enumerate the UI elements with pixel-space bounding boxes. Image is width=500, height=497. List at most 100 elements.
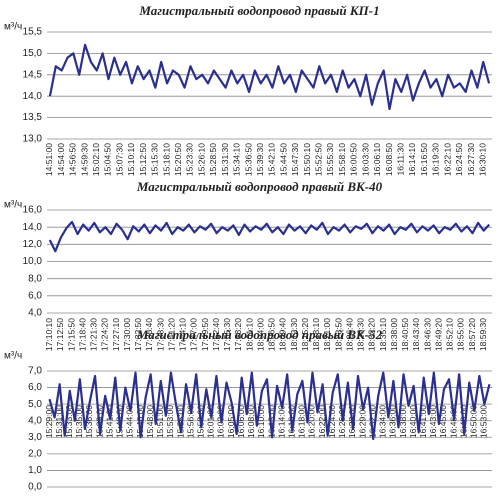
x-tick-label: 16:36:00 [388,405,398,438]
x-tick-label: 15:31:00 [54,405,64,438]
x-tick-label: 16:43:00 [428,405,438,438]
y-tick-label: 13,5 [23,112,43,123]
y-tick-label: 15,5 [23,27,43,38]
x-tick-label: 17:52:40 [211,318,221,351]
x-tick-label: 18:01:10 [244,318,254,351]
x-tick-label: 17:58:20 [233,318,243,351]
x-tick-label: 18:38:00 [389,318,399,351]
chart-title: Магистральный водопровод правый КП-1 [138,3,379,18]
x-tick-label: 15:52:50 [314,143,324,176]
x-tick-label: 18:57:20 [467,318,477,351]
chart-title: Магистральный водопровод правый ВК-40 [136,179,383,194]
x-tick-label: 16:03:30 [360,143,370,176]
x-tick-label: 15:42:10 [267,143,277,176]
x-tick-label: 18:40:50 [400,318,410,351]
x-tick-label: 18:32:20 [367,318,377,351]
x-tick-label: 15:36:00 [84,405,94,438]
data-line [48,220,491,253]
x-tick-label: 16:24:50 [454,143,464,176]
x-tick-label: 18:12:30 [289,318,299,351]
x-tick-label: 14:59:30 [79,143,89,176]
y-tick-label: 5,0 [28,399,42,410]
x-tick-label: 15:53:00 [165,405,175,438]
x-tick-label: 16:01:00 [206,405,216,438]
y-tick-label: 8,0 [28,273,42,284]
data-line [48,43,491,111]
x-tick-label: 16:20:00 [307,405,317,438]
x-tick-label: 17:21:30 [89,318,99,351]
y-tick-label: 1,0 [28,465,42,476]
x-tick-label: 18:23:50 [333,318,343,351]
y-tick-label: 6,0 [28,290,42,301]
x-tick-label: 15:34:10 [232,143,242,176]
x-tick-label: 16:06:10 [372,143,382,176]
x-tick-label: 15:12:50 [138,143,148,176]
x-tick-label: 17:27:10 [111,318,121,351]
x-tick-label: 16:06:00 [236,405,246,438]
x-tick-label: 15:04:50 [103,143,113,176]
x-tick-label: 17:49:50 [200,318,210,351]
y-tick-label: 4,0 [28,415,42,426]
x-tick-label: 17:18:40 [77,318,87,351]
y-tick-label: 4,0 [28,308,42,319]
x-tick-label: 15:48:00 [145,405,155,438]
y-tick-label: 7,0 [28,366,42,377]
y-tick-label: 14,0 [23,222,43,233]
x-tick-label: 17:47:00 [189,318,199,351]
x-tick-label: 14:51:00 [44,143,54,176]
x-tick-label: 16:27:30 [466,143,476,176]
x-tick-label: 16:30:10 [477,143,487,176]
x-tick-label: 16:22:10 [442,143,452,176]
y-axis-unit: м³/ч [4,351,22,362]
x-tick-label: 17:55:30 [222,318,232,351]
x-tick-label: 17:10:10 [44,318,54,351]
x-tick-label: 15:44:00 [125,405,135,438]
x-tick-label: 17:44:10 [178,318,188,351]
x-tick-label: 18:55:00 [456,318,466,351]
y-tick-label: 0,0 [28,482,42,493]
y-tick-label: 16,0 [23,205,43,216]
x-tick-label: 15:55:30 [325,143,335,176]
x-tick-label: 15:20:50 [173,143,183,176]
x-tick-label: 15:10:10 [126,143,136,176]
x-tick-label: 18:43:40 [411,318,421,351]
x-tick-label: 18:29:30 [356,318,366,351]
x-tick-label: 16:11:30 [395,143,405,176]
x-tick-label: 17:15:50 [66,318,76,351]
x-tick-label: 15:36:50 [243,143,253,176]
x-tick-label: 16:16:50 [419,143,429,176]
x-tick-label: 14:56:50 [68,143,78,176]
x-tick-label: 15:55:00 [175,405,185,438]
x-tick-label: 16:19:30 [431,143,441,176]
x-tick-label: 15:31:30 [220,143,230,176]
x-tick-label: 16:24:00 [327,405,337,438]
x-tick-label: 15:51:00 [155,405,165,438]
x-tick-label: 16:41:00 [418,405,428,438]
x-tick-label: 16:29:00 [357,405,367,438]
x-tick-label: 16:14:00 [276,405,286,438]
x-tick-label: 15:18:10 [161,143,171,176]
y-tick-label: 15,0 [23,48,43,59]
y-axis-unit: м³/ч [4,22,22,33]
x-tick-label: 16:46:00 [448,405,458,438]
x-tick-label: 18:09:40 [278,318,288,351]
y-tick-label: 6,0 [28,382,42,393]
x-tick-label: 15:47:30 [290,143,300,176]
x-tick-label: 16:22:00 [317,405,327,438]
y-axis-unit: м³/ч [4,200,22,211]
x-tick-label: 15:44:50 [278,143,288,176]
x-tick-label: 18:15:20 [300,318,310,351]
x-tick-label: 15:02:10 [91,143,101,176]
x-tick-label: 15:23:30 [185,143,195,176]
x-tick-label: 18:35:10 [378,318,388,351]
x-tick-label: 16:08:50 [384,143,394,176]
x-tick-label: 16:34:00 [378,405,388,438]
x-tick-label: 15:15:30 [150,143,160,176]
x-tick-label: 15:26:10 [196,143,206,176]
x-tick-label: 17:24:20 [100,318,110,351]
x-tick-label: 15:29:00 [44,405,54,438]
x-tick-label: 15:50:10 [302,143,312,176]
y-tick-label: 2,0 [28,448,42,459]
x-tick-label: 17:35:40 [144,318,154,351]
